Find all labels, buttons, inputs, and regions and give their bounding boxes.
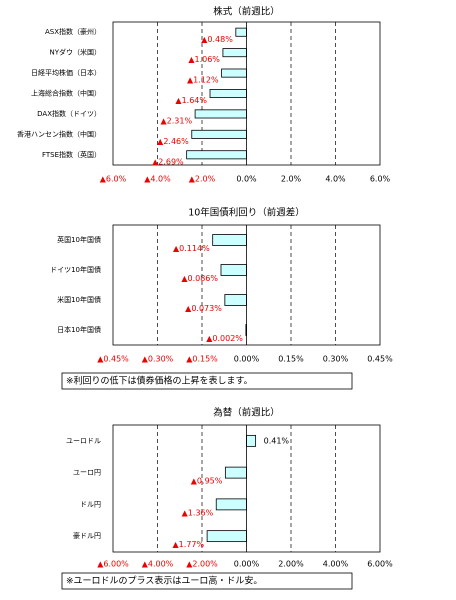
value-label: ▲2.69%	[152, 157, 184, 166]
value-label: 0.41%	[264, 436, 290, 445]
value-label: ▲1.36%	[182, 508, 214, 517]
x-tick-label: ▲6.00%	[97, 560, 129, 569]
x-tick-label: ▲2.0%	[189, 175, 216, 184]
bar	[212, 234, 247, 246]
category-label: 豪ドル円	[73, 531, 101, 540]
x-tick-label: 6.00%	[367, 560, 393, 569]
chart-title: 為替（前週比）	[213, 407, 280, 419]
bar	[246, 434, 257, 447]
x-tick-label: 0.45%	[367, 355, 393, 364]
value-label: ▲0.002%	[206, 334, 243, 343]
bar	[235, 27, 247, 37]
category-label: ドル円	[80, 500, 101, 508]
note-box	[61, 372, 353, 390]
category-label: 上海総合指数（中国）	[31, 89, 101, 98]
value-label: ▲0.95%	[191, 477, 223, 486]
value-label: ▲0.086%	[181, 274, 218, 283]
value-label: ▲1.06%	[188, 55, 220, 64]
value-label: ▲0.48%	[201, 35, 233, 44]
x-tick-label: 4.00%	[323, 560, 349, 569]
bar	[215, 498, 247, 511]
category-label: NYダウ（米国）	[49, 48, 101, 57]
x-tick-label: ▲0.15%	[186, 355, 218, 364]
note-box	[61, 572, 353, 590]
x-tick-label: ▲4.0%	[144, 175, 171, 184]
x-tick-label: 0.00%	[234, 560, 260, 569]
chart-title: 株式（前週比）	[213, 6, 280, 18]
bar	[220, 264, 247, 276]
category-label: 日本10年国債	[57, 325, 101, 334]
bar	[191, 129, 247, 139]
x-tick-label: 6.0%	[370, 175, 391, 184]
value-label: ▲2.46%	[157, 137, 189, 146]
note: ※ユーロドルのプラス表示はユーロ高・ドル安。	[66, 575, 262, 587]
x-tick-label: ▲0.45%	[97, 355, 129, 364]
x-tick-label: ▲2.00%	[186, 560, 218, 569]
category-label: 日経平均株価（日本）	[31, 68, 101, 77]
value-label: ▲0.114%	[173, 244, 210, 253]
bar	[224, 294, 247, 306]
value-label: ▲1.12%	[187, 76, 219, 85]
value-label: ▲1.77%	[173, 540, 205, 549]
x-tick-label: 0.0%	[236, 175, 257, 184]
category-label: 香港ハンセン指数（中国）	[17, 129, 101, 138]
x-tick-label: 2.0%	[281, 175, 302, 184]
category-label: ドイツ10年国債	[50, 265, 101, 274]
value-label: ▲2.31%	[161, 117, 193, 126]
chart-title: 10年国債利回り（前週差）	[188, 207, 305, 219]
x-tick-label: ▲0.30%	[142, 355, 174, 364]
category-label: 英国10年国債	[57, 235, 101, 244]
category-label: 米国10年国債	[57, 295, 101, 304]
bar	[224, 466, 247, 479]
x-tick-label: ▲6.0%	[100, 175, 127, 184]
bar	[186, 150, 247, 160]
bar	[209, 89, 247, 98]
value-label: ▲1.64%	[175, 96, 207, 105]
category-label: ユーロ円	[73, 469, 101, 477]
bar	[194, 109, 247, 119]
category-label: FTSE指数（英国）	[42, 150, 101, 159]
category-label: ユーロドル	[66, 437, 101, 445]
category-label: ASX指数（豪州）	[45, 27, 101, 36]
x-tick-label: 0.15%	[278, 355, 304, 364]
x-tick-label: 2.00%	[278, 560, 304, 569]
x-tick-label: 0.00%	[234, 355, 260, 364]
x-tick-label: ▲4.00%	[142, 560, 174, 569]
value-label: ▲0.073%	[185, 304, 222, 313]
x-tick-label: 0.30%	[323, 355, 349, 364]
bar	[222, 48, 247, 58]
x-tick-label: 4.0%	[325, 175, 346, 184]
note: ※利回りの低下は債券価格の上昇を表します。	[66, 375, 253, 387]
category-label: DAX指数（ドイツ）	[37, 109, 101, 118]
bar	[206, 530, 247, 543]
bar	[221, 68, 247, 78]
